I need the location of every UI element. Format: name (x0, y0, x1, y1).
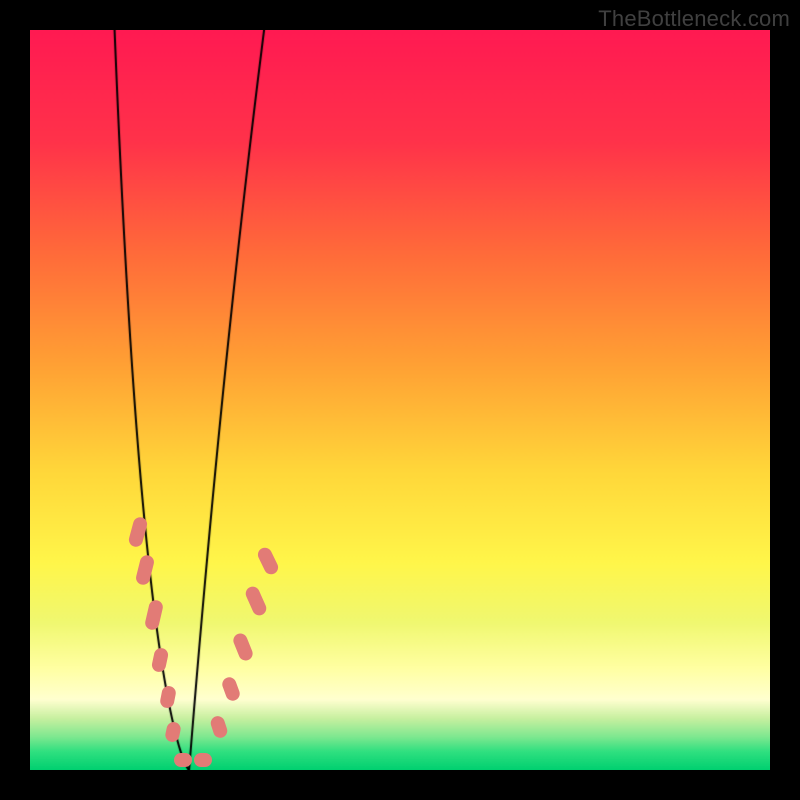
plot-area (30, 30, 770, 770)
bottleneck-curve-chart (30, 30, 770, 770)
watermark-text: TheBottleneck.com (598, 6, 790, 32)
curve-marker (194, 753, 212, 767)
curve-marker (174, 753, 192, 767)
